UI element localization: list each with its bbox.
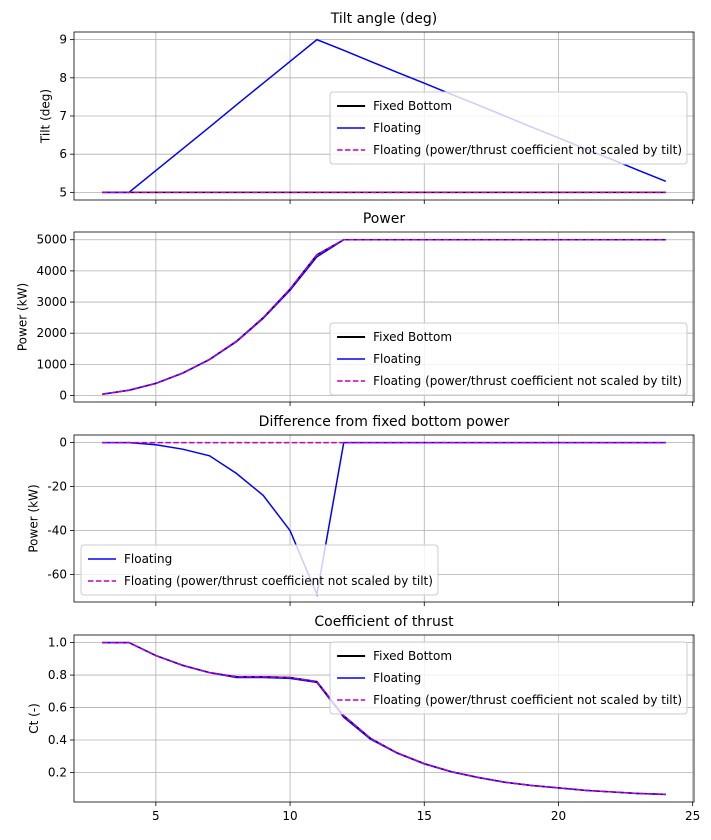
legend-label: Floating: [124, 552, 172, 566]
legend-label: Floating (power/thrust coefficient not s…: [124, 574, 433, 588]
chart-title: Tilt angle (deg): [330, 11, 437, 27]
legend-label: Floating (power/thrust coefficient not s…: [373, 143, 682, 157]
legend: Fixed Bottom Floating Floating (power/thru…: [329, 641, 688, 715]
y-tick-label: -60: [47, 568, 67, 582]
x-tick-label: 20: [551, 809, 566, 823]
axes-frame: [73, 634, 695, 803]
y-tick-label: 2000: [36, 326, 67, 340]
y-tick-label: -40: [47, 524, 67, 538]
legend-label: Floating: [373, 121, 421, 135]
y-tick-label: 0: [59, 389, 67, 403]
y-tick-label: 4000: [36, 264, 67, 278]
x-tick-label: 15: [417, 809, 432, 823]
legend-label: Fixed Bottom: [373, 99, 452, 113]
y-tick-label: 0: [59, 436, 67, 450]
chart-title: Difference from fixed bottom power: [259, 414, 510, 430]
x-tick-label: 10: [282, 809, 297, 823]
x-tick-label: 5: [152, 809, 160, 823]
legend-label: Fixed Bottom: [373, 330, 452, 344]
y-tick-label: 7: [59, 109, 67, 123]
y-tick-label: 1.0: [48, 636, 67, 650]
legend-label: Floating: [373, 352, 421, 366]
legend-label: Floating (power/thrust coefficient not s…: [373, 693, 682, 707]
y-tick-label: 5000: [36, 233, 67, 247]
y-tick-label: 8: [59, 71, 67, 85]
y-axis-label: Ct (-): [27, 703, 41, 734]
y-axis-label: Power (kW): [26, 484, 40, 552]
x-tick-label: 25: [685, 809, 700, 823]
series-line: [102, 641, 666, 796]
y-tick-label: 5: [59, 185, 67, 199]
y-axis-label: Tilt (deg): [38, 89, 52, 144]
legend: Floating Floating (power/thrust coefficie…: [80, 544, 439, 596]
y-tick-label: 6: [59, 147, 67, 161]
axes-frame: [73, 434, 695, 603]
legend-box: [329, 641, 688, 715]
series-line: [102, 238, 666, 396]
chart-title: Power: [363, 211, 406, 227]
y-tick-label: 0.4: [48, 733, 67, 747]
y-tick-label: 0.8: [48, 668, 67, 682]
legend-box: [80, 544, 439, 596]
y-tick-label: 3000: [36, 295, 67, 309]
y-tick-label: 0.2: [48, 765, 67, 779]
legend-label: Floating: [373, 671, 421, 685]
y-tick-label: 9: [59, 33, 67, 47]
legend-label: Fixed Bottom: [373, 649, 452, 663]
legend-box: [329, 91, 688, 165]
legend: Fixed Bottom Floating Floating (power/thru…: [329, 91, 688, 165]
legend: Fixed Bottom Floating Floating (power/thru…: [329, 322, 688, 396]
y-tick-label: 1000: [36, 357, 67, 371]
legend-box: [329, 322, 688, 396]
chart-title: Coefficient of thrust: [314, 614, 454, 630]
axes-frame: [73, 231, 695, 403]
y-tick-label: -20: [47, 480, 67, 494]
legend-label: Floating (power/thrust coefficient not s…: [373, 374, 682, 388]
y-axis-label: Power (kW): [15, 283, 29, 351]
axes-frame: [73, 31, 695, 201]
y-tick-label: 0.6: [48, 701, 67, 715]
